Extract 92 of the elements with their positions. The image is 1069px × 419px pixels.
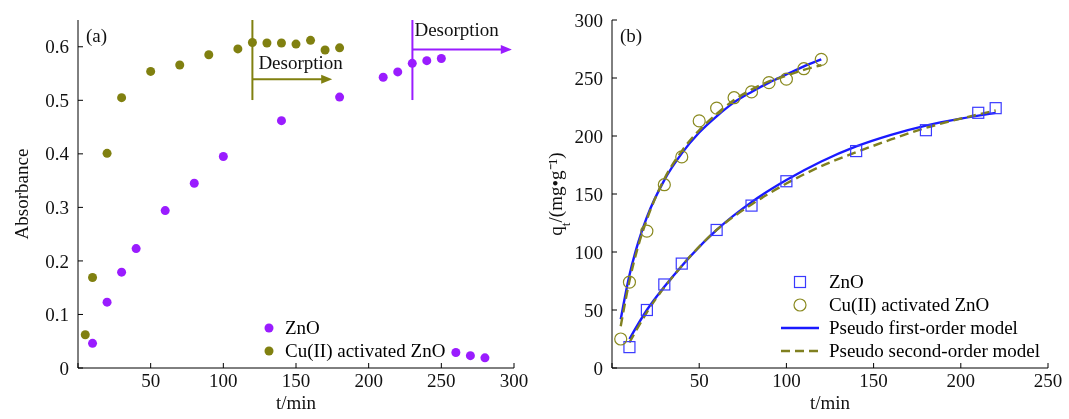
point bbox=[640, 224, 654, 238]
y-tick-label: 50 bbox=[584, 299, 603, 321]
point bbox=[972, 106, 985, 119]
point bbox=[160, 206, 170, 216]
point bbox=[780, 175, 793, 188]
point bbox=[102, 148, 112, 158]
point bbox=[465, 351, 475, 361]
chart-title: (b) bbox=[620, 25, 643, 47]
y-axis-title: Absorbance bbox=[11, 148, 32, 240]
x-tick-label: 300 bbox=[499, 370, 529, 392]
point bbox=[762, 76, 776, 90]
point bbox=[189, 178, 199, 188]
point bbox=[436, 54, 446, 64]
point bbox=[814, 52, 828, 67]
point bbox=[335, 43, 345, 53]
point bbox=[276, 38, 286, 48]
x-tick-label: 150 bbox=[281, 370, 311, 392]
point bbox=[218, 152, 228, 162]
x-tick-label: 100 bbox=[209, 370, 238, 392]
y-tick-label: 100 bbox=[574, 241, 603, 263]
y-tick-label: 0.2 bbox=[45, 250, 69, 272]
x-axis-title: t/min bbox=[275, 392, 317, 413]
legend-label: Pseudo first-order model bbox=[828, 317, 1018, 338]
point bbox=[80, 330, 90, 340]
y-tick-label: 0 bbox=[593, 357, 603, 379]
point bbox=[88, 273, 98, 283]
x-tick-label: 150 bbox=[859, 370, 888, 392]
point bbox=[451, 347, 461, 357]
point bbox=[675, 150, 689, 164]
y-tick-label: 150 bbox=[574, 183, 603, 205]
legend-label: Pseudo second-order model bbox=[828, 340, 1040, 361]
point bbox=[320, 45, 330, 55]
point bbox=[291, 39, 301, 49]
x-tick-label: 50 bbox=[689, 370, 709, 392]
point bbox=[675, 257, 688, 270]
point bbox=[745, 199, 758, 212]
x-tick-label: 100 bbox=[772, 370, 801, 392]
x-tick-label: 200 bbox=[354, 370, 383, 392]
point bbox=[658, 278, 671, 291]
point bbox=[657, 178, 671, 192]
y-tick-label: 0.6 bbox=[45, 36, 69, 58]
point bbox=[102, 297, 112, 307]
y-tick-label: 0.5 bbox=[45, 89, 69, 111]
x-axis-title: t/min bbox=[809, 392, 851, 413]
y-tick-label: 250 bbox=[574, 67, 603, 89]
point bbox=[117, 267, 127, 277]
point bbox=[204, 50, 214, 60]
point bbox=[779, 72, 793, 86]
point bbox=[378, 72, 388, 82]
point bbox=[88, 338, 98, 348]
point bbox=[623, 341, 636, 354]
point bbox=[710, 101, 724, 115]
x-tick-label: 250 bbox=[427, 370, 456, 392]
point bbox=[422, 56, 432, 66]
y-tick-label: 0.3 bbox=[45, 197, 69, 219]
point bbox=[175, 60, 185, 70]
point bbox=[622, 275, 637, 289]
point bbox=[744, 85, 759, 99]
point bbox=[850, 144, 863, 158]
y-tick-label: 0.1 bbox=[45, 304, 69, 326]
x-tick-label: 50 bbox=[141, 370, 161, 392]
point bbox=[614, 332, 628, 346]
point bbox=[919, 124, 933, 137]
x-tick-label: 200 bbox=[946, 370, 976, 392]
point bbox=[480, 353, 490, 363]
point bbox=[306, 35, 316, 45]
point bbox=[797, 62, 811, 76]
chart-title: (a) bbox=[86, 25, 108, 47]
annotation: Desorption bbox=[414, 18, 500, 40]
point bbox=[146, 66, 156, 76]
point bbox=[262, 38, 272, 48]
x-tick-label: 250 bbox=[1033, 370, 1063, 392]
point bbox=[233, 44, 243, 54]
point bbox=[276, 116, 286, 126]
y-tick-label: 300 bbox=[574, 9, 603, 31]
point bbox=[692, 114, 706, 128]
y-tick-label: 200 bbox=[574, 125, 603, 147]
y-tick-label: 0 bbox=[59, 357, 69, 379]
legend-label: ZnO bbox=[285, 317, 320, 338]
point bbox=[335, 92, 345, 102]
y-tick-label: 0.4 bbox=[45, 143, 70, 165]
point bbox=[393, 67, 403, 77]
point bbox=[710, 223, 723, 237]
point bbox=[989, 102, 1002, 115]
legend-label: Cu(II) activated ZnO bbox=[828, 294, 990, 315]
point bbox=[117, 93, 127, 103]
legend-label: ZnO bbox=[828, 271, 864, 292]
legend-label: Cu(II) activated ZnO bbox=[285, 340, 446, 361]
point bbox=[727, 91, 741, 105]
point bbox=[131, 244, 141, 254]
point bbox=[640, 303, 653, 317]
annotation: Desorption bbox=[258, 52, 344, 74]
